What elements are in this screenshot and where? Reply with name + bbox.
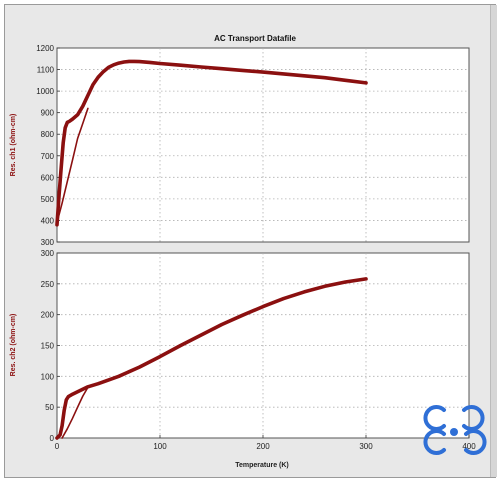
top-series-line-2 [56, 107, 89, 224]
bottom-plot: 0 50 100 150 200 250 300 0 100 200 300 400 Res. ch… [10, 249, 476, 469]
bottom-grid [57, 253, 469, 438]
x-axis-label: Temperature (K) [235, 462, 289, 469]
top-y-tick-label: 900 [41, 109, 55, 118]
bottom-y-tick-label: 250 [41, 280, 55, 289]
top-y-tick-label: 700 [41, 152, 55, 161]
top-series-group [55, 59, 368, 227]
brand-logo [423, 405, 487, 455]
bottom-y-tick-label: 0 [50, 434, 55, 443]
bottom-series-line-1 [55, 277, 368, 440]
top-y-tick-label: 400 [41, 216, 55, 225]
x-tick-label: 300 [359, 442, 373, 451]
top-grid [57, 48, 469, 242]
top-series-line-1 [55, 59, 368, 227]
top-plot: 300 400 500 600 700 800 900 1000 1100 1200 Res. c… [10, 44, 470, 247]
bottom-y-tick-label: 100 [41, 372, 55, 381]
bottom-y-tick-label: 50 [45, 403, 54, 412]
bottom-series-line-2 [61, 386, 89, 439]
top-y-tick-label: 1000 [36, 87, 54, 96]
x-tick-label: 200 [256, 442, 270, 451]
top-y-ticks: 300 400 500 600 700 800 900 1000 1100 1200 [36, 44, 60, 247]
top-y-tick-label: 600 [41, 173, 55, 182]
bottom-y-tick-label: 200 [41, 311, 55, 320]
top-y-axis-label: Res. ch1 (ohm-cm) [10, 114, 17, 177]
scrollbar[interactable] [490, 5, 497, 477]
x-tick-label: 0 [55, 442, 60, 451]
top-y-tick-label: 300 [41, 238, 55, 247]
bottom-y-axis-label: Res. ch2 (ohm-cm) [10, 314, 17, 377]
top-y-tick-label: 800 [41, 130, 55, 139]
x-tick-label: 100 [153, 442, 167, 451]
x-tick-label: 400 [462, 442, 476, 451]
chart-title: AC Transport Datafile [214, 34, 296, 43]
top-y-tick-label: 1200 [36, 44, 54, 53]
top-y-tick-label: 1100 [37, 66, 55, 75]
bottom-y-tick-label: 300 [41, 249, 55, 258]
bottom-series-group [55, 277, 368, 440]
bottom-y-tick-label: 150 [41, 342, 55, 351]
top-y-tick-label: 500 [41, 195, 55, 204]
